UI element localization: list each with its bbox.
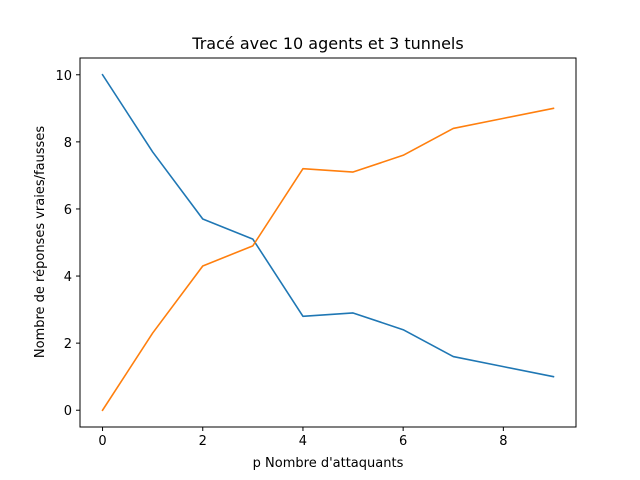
y-tick-label: 10 — [55, 69, 72, 84]
x-tick-label: 8 — [499, 434, 507, 449]
x-axis-label: p Nombre d'attaquants — [253, 456, 404, 471]
series-layer — [101, 73, 555, 412]
y-tick-label: 6 — [64, 203, 72, 218]
plot-area — [79, 57, 577, 428]
y-tick-label: 8 — [64, 136, 72, 151]
x-tick-label: 6 — [399, 434, 407, 449]
y-tick-label: 4 — [64, 270, 72, 285]
series-line-2 — [101, 107, 555, 412]
y-tick-label: 0 — [64, 404, 72, 419]
x-tick-label: 4 — [299, 434, 307, 449]
series-line-1 — [101, 73, 555, 378]
x-axis: 0 2 4 6 8 — [98, 427, 507, 449]
chart-title: Tracé avec 10 agents et 3 tunnels — [191, 34, 463, 53]
y-tick-label: 2 — [64, 337, 72, 352]
x-tick-label: 2 — [199, 434, 207, 449]
x-tick-label: 0 — [98, 434, 106, 449]
plot-frame — [79, 57, 577, 428]
y-axis-label: Nombre de réponses vraies/fausses — [33, 126, 48, 358]
y-axis: 0 2 4 6 8 10 — [55, 69, 80, 419]
